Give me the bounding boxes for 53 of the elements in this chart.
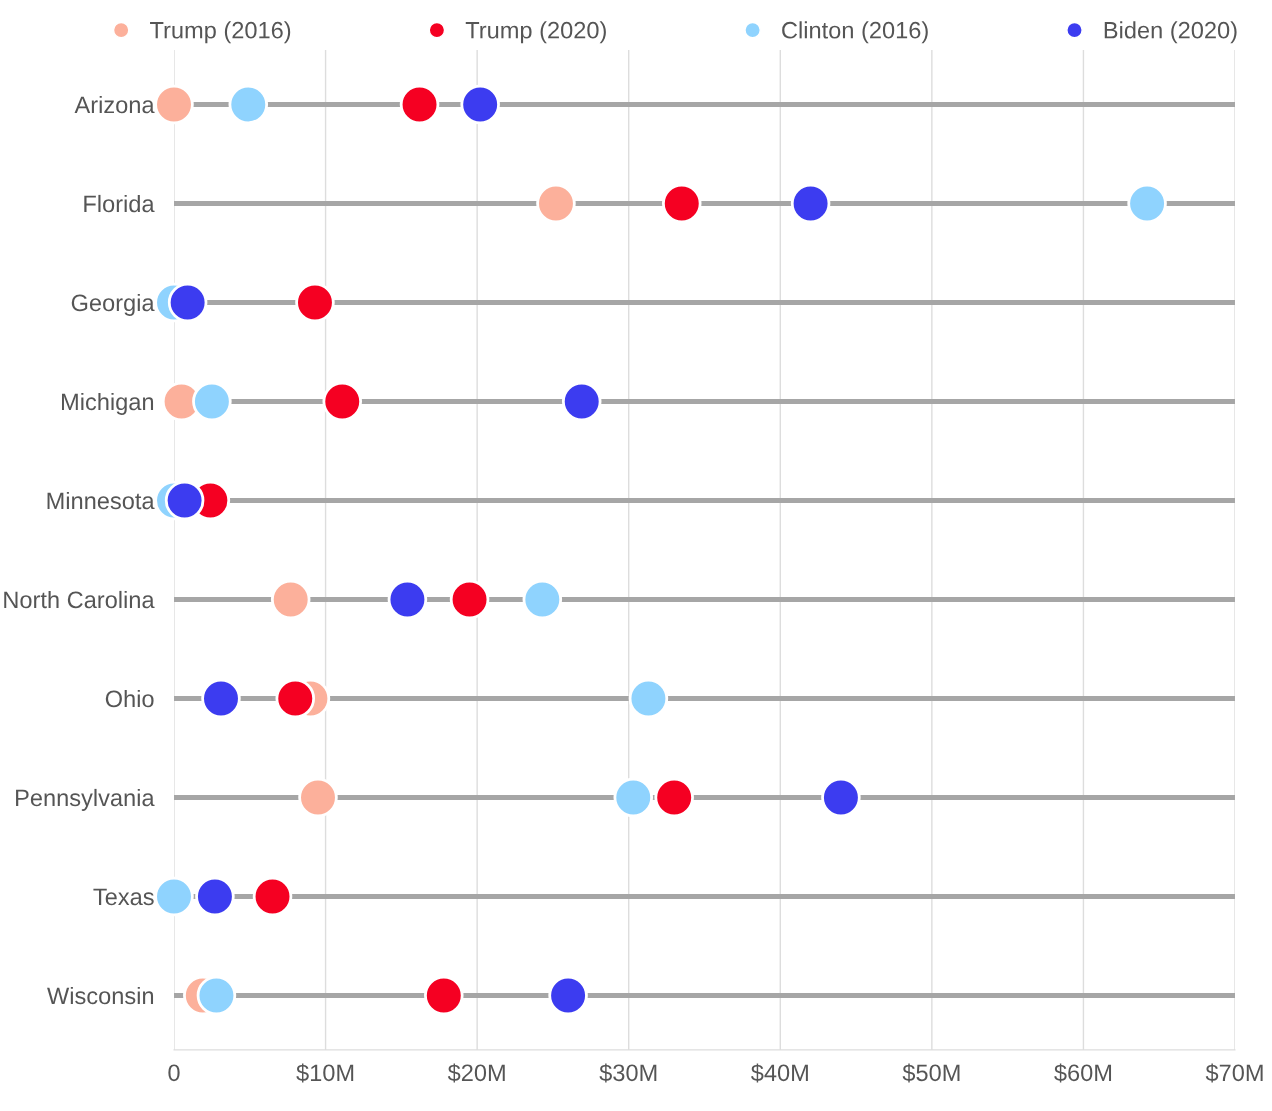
point xyxy=(298,777,338,818)
x-tick-label: $70M xyxy=(1205,1063,1263,1083)
point xyxy=(424,975,464,1016)
point xyxy=(522,579,563,620)
point xyxy=(536,183,576,224)
point xyxy=(196,975,237,1016)
point xyxy=(252,876,293,917)
y-tick-label: Florida xyxy=(84,194,155,213)
point xyxy=(387,579,428,620)
point xyxy=(821,777,861,818)
point xyxy=(449,579,490,620)
point xyxy=(460,84,500,125)
point xyxy=(154,876,194,917)
point xyxy=(192,381,232,422)
x-tick-label: 0 xyxy=(168,1064,180,1082)
legend-label: Clinton (2016) xyxy=(782,21,928,44)
legend-label: Trump (2016) xyxy=(150,21,291,44)
y-tick-label: Georgia xyxy=(71,293,155,316)
y-tick-label: Wisconsin xyxy=(47,986,154,1005)
point xyxy=(195,876,235,917)
y-tick-label: Michigan xyxy=(62,392,154,415)
point xyxy=(295,282,335,323)
y-tick-label: Ohio xyxy=(105,689,154,708)
point xyxy=(270,579,311,620)
point xyxy=(654,777,694,818)
y-tick-label: Texas xyxy=(93,888,154,906)
x-tick-label: $10M xyxy=(296,1063,354,1083)
point xyxy=(662,183,702,224)
point xyxy=(548,975,588,1016)
x-tick-label: $30M xyxy=(599,1063,657,1083)
point xyxy=(628,678,669,719)
y-tick-label: Pennsylvania xyxy=(16,788,155,811)
point xyxy=(399,84,440,125)
x-tick-label: $20M xyxy=(447,1063,505,1083)
point xyxy=(561,381,602,422)
point xyxy=(154,84,194,125)
point xyxy=(167,282,208,323)
x-tick-label: $40M xyxy=(751,1063,808,1083)
x-tick-label: $60M xyxy=(1054,1063,1112,1083)
legend-label: Biden (2020) xyxy=(1104,21,1237,44)
x-tick-label: $50M xyxy=(902,1063,960,1083)
y-tick-label: Arizona xyxy=(74,95,155,114)
y-tick-label: Minnesota xyxy=(47,491,155,510)
point xyxy=(228,84,269,125)
point xyxy=(1127,183,1167,224)
legend-label: Trump (2020) xyxy=(465,21,606,44)
point xyxy=(322,381,363,422)
point xyxy=(275,678,316,719)
point xyxy=(790,183,831,224)
y-tick-label: North Carolina xyxy=(4,590,155,609)
point xyxy=(164,480,205,521)
point xyxy=(201,678,241,719)
point xyxy=(613,777,654,818)
